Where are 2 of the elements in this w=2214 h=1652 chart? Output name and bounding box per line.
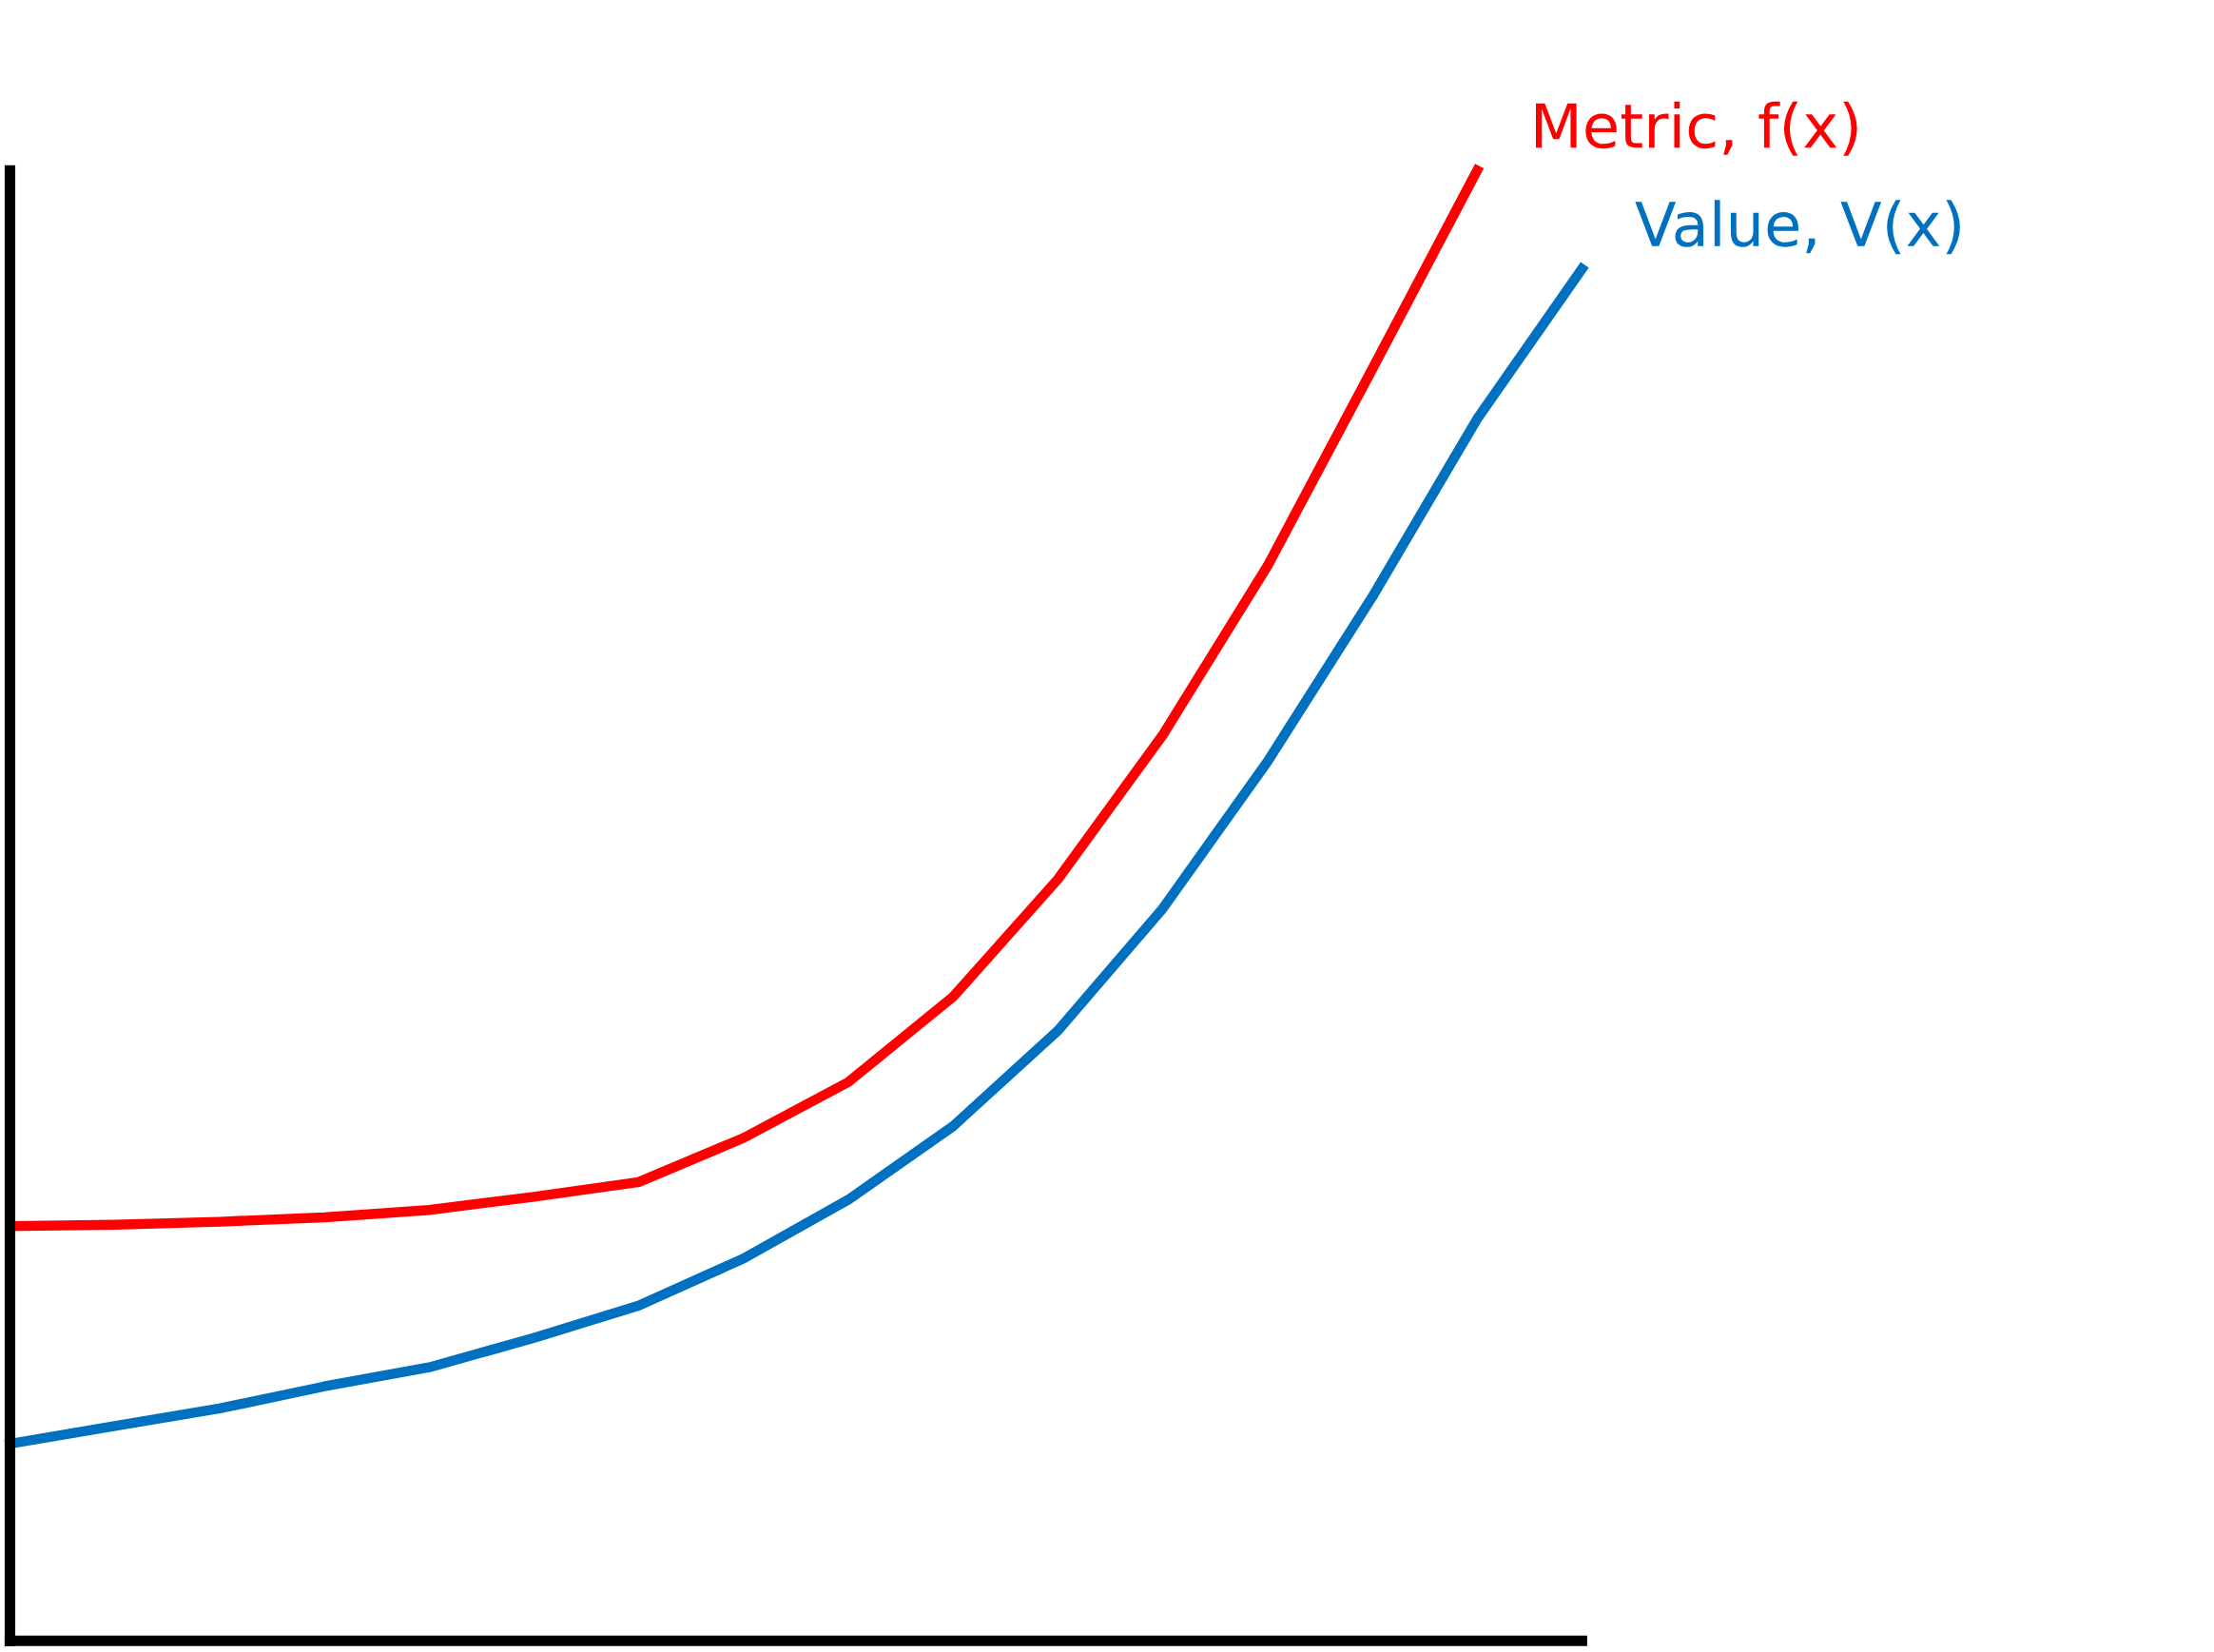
series-label: Value, V(x) <box>1635 200 1960 255</box>
series-label: Metric, f(x) <box>1535 101 1857 156</box>
